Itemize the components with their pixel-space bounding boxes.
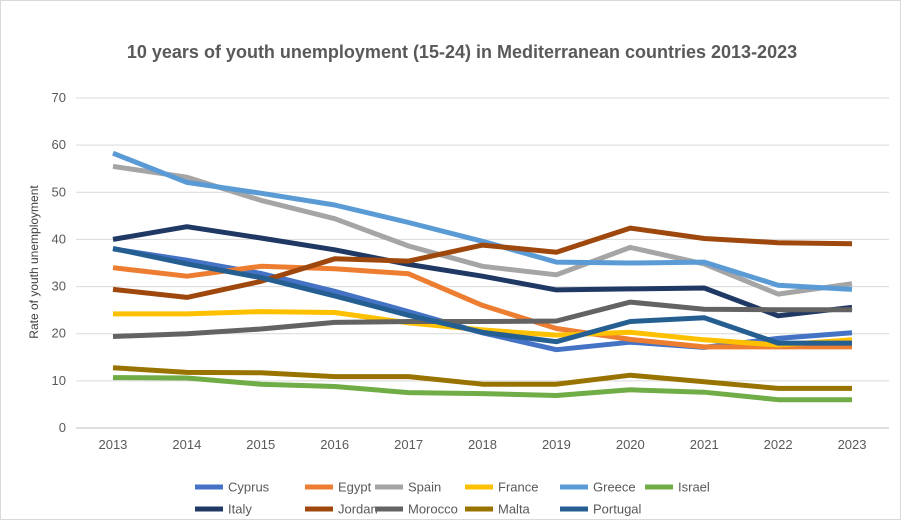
series-line-malta [112, 365, 852, 391]
y-tick-label: 30 [52, 279, 66, 294]
x-tick-label: 2021 [690, 437, 719, 452]
legend-label: France [498, 480, 538, 495]
x-tick-label: 2015 [246, 437, 275, 452]
legend-label: Egypt [338, 480, 372, 495]
legend-label: Portugal [593, 502, 642, 517]
y-tick-label: 10 [52, 373, 66, 388]
y-tick-label: 20 [52, 326, 66, 341]
y-tick-label: 60 [52, 137, 66, 152]
x-tick-label: 2014 [172, 437, 201, 452]
series-line-italy [112, 224, 853, 319]
legend-label: Israel [678, 480, 710, 495]
y-tick-labels: 0 10 20 30 40 50 60 70 [52, 90, 66, 435]
y-tick-label: 0 [59, 420, 66, 435]
legend-label: Malta [498, 502, 531, 517]
x-tick-label: 2022 [764, 437, 793, 452]
legend-label: Greece [593, 480, 636, 495]
series-line-israel [112, 375, 852, 403]
y-axis-label: Rate of youth unemployment [27, 185, 41, 339]
legend-item-morocco: Morocco [375, 502, 458, 517]
y-tick-label: 70 [52, 90, 66, 105]
legend-item-cyprus: Cyprus [195, 480, 270, 495]
x-tick-label: 2023 [838, 437, 867, 452]
x-tick-label: 2018 [468, 437, 497, 452]
legend-item-france: France [465, 480, 538, 495]
series-line-morocco [112, 299, 852, 339]
series-line-jordan [112, 225, 853, 300]
legend-item-jordan: Jordan [305, 502, 378, 517]
x-tick-label: 2016 [320, 437, 349, 452]
series-line-spain [112, 163, 853, 297]
chart-title: 10 years of youth unemployment (15-24) i… [127, 42, 797, 62]
legend-label: Jordan [338, 502, 378, 517]
legend-item-portugal: Portugal [560, 502, 642, 517]
legend-label: Morocco [408, 502, 458, 517]
legend-label: Italy [228, 502, 252, 517]
series-line-egypt [112, 263, 852, 350]
legend-label: Cyprus [228, 480, 270, 495]
legend-item-italy: Italy [195, 502, 252, 517]
legend-item-spain: Spain [375, 480, 441, 495]
x-tick-label: 2020 [616, 437, 645, 452]
x-tick-label: 2017 [394, 437, 423, 452]
series-line-greece [112, 150, 853, 292]
series-line-portugal [112, 245, 852, 346]
legend: Cyprus Egypt Spain France Greece Israel Italy J… [195, 480, 710, 517]
x-tick-label: 2013 [98, 437, 127, 452]
x-tick-labels: 2013 2014 2015 2016 2017 2018 2019 2020 2021 2022… [98, 437, 866, 452]
legend-item-greece: Greece [560, 480, 636, 495]
y-tick-label: 40 [52, 231, 66, 246]
y-tick-label: 50 [52, 184, 66, 199]
series-lines [112, 150, 853, 403]
legend-item-israel: Israel [645, 480, 710, 495]
legend-label: Spain [408, 480, 441, 495]
legend-item-egypt: Egypt [305, 480, 372, 495]
x-tick-label: 2019 [542, 437, 571, 452]
legend-item-malta: Malta [465, 502, 531, 517]
